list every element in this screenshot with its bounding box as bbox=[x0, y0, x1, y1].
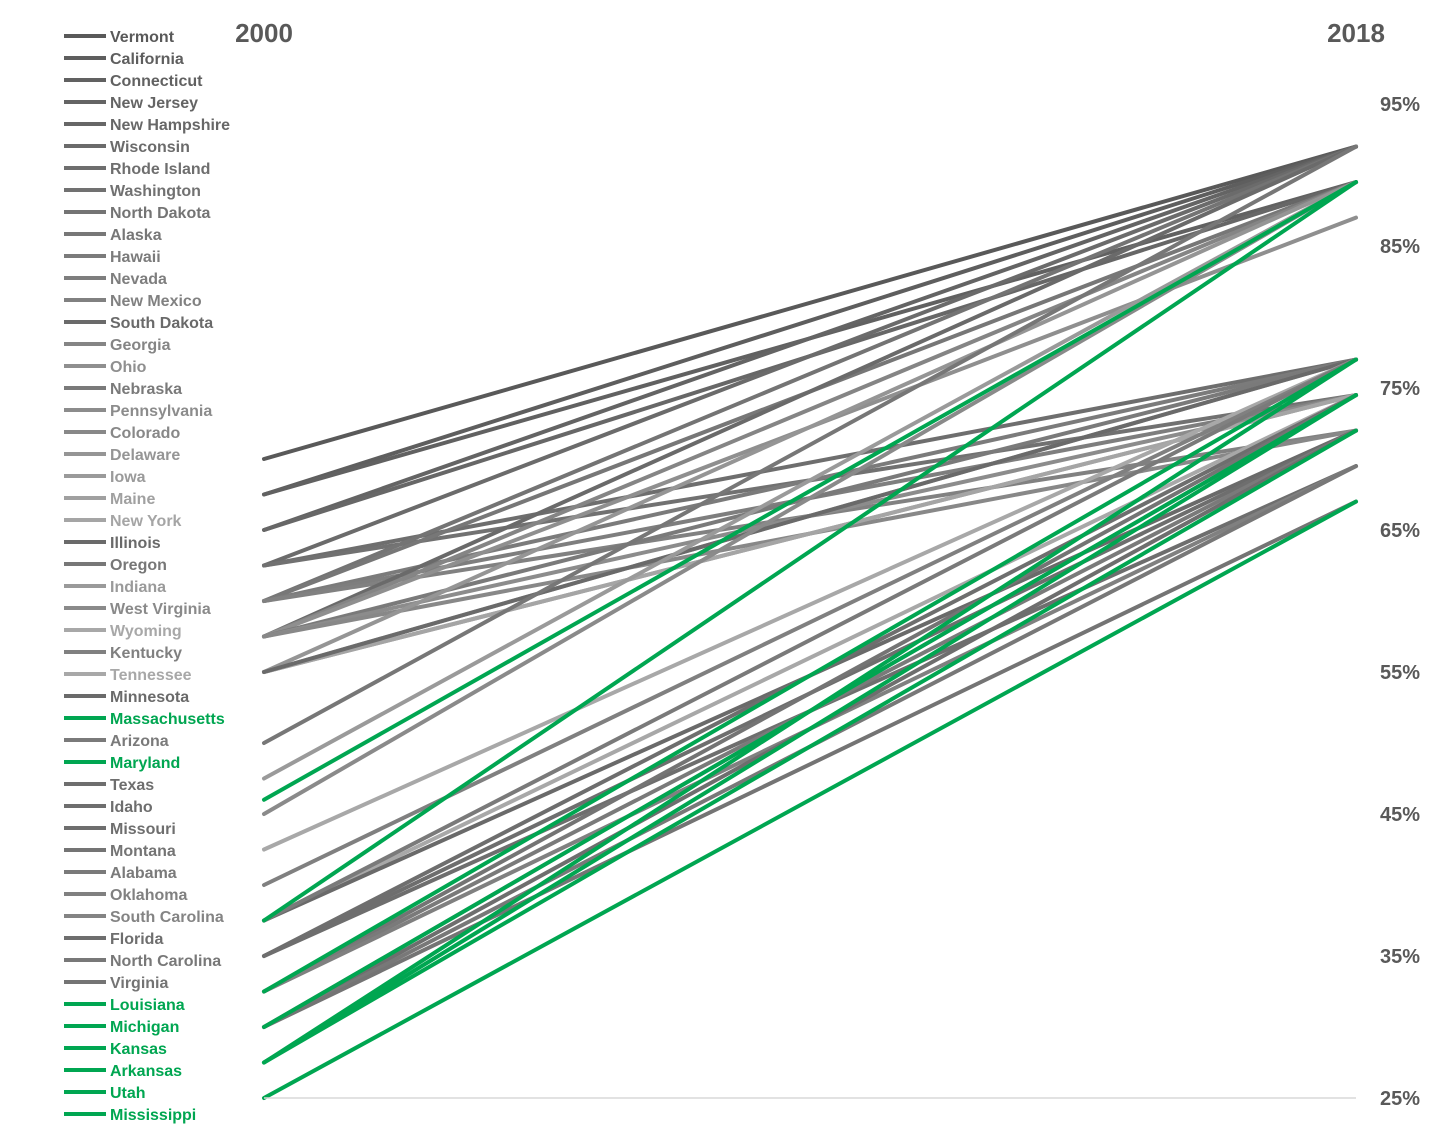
series-line-georgia bbox=[262, 180, 1358, 639]
legend-entry-label: New Jersey bbox=[110, 95, 198, 112]
series-line-kentucky bbox=[262, 357, 1358, 887]
legend-entry-label: Kansas bbox=[110, 1041, 167, 1058]
series-line-arizona bbox=[262, 357, 1358, 923]
legend-entry-label: Hawaii bbox=[110, 249, 161, 266]
legend-entry-label: Iowa bbox=[110, 469, 146, 486]
series-line-virginia bbox=[262, 499, 1358, 1029]
legend-entry-label: Colorado bbox=[110, 425, 180, 442]
y-tick-label: 45% bbox=[1380, 804, 1420, 826]
legend-entry-label: Georgia bbox=[110, 337, 171, 354]
series-line-vermont bbox=[262, 144, 1358, 461]
series-lines bbox=[262, 144, 1358, 1100]
y-axis-ticks: 25% 35% 45% 55% 65% 75% 85% 95% bbox=[1380, 94, 1420, 1110]
legend-entry-label: Oklahoma bbox=[110, 887, 187, 904]
legend-entry-label: Virginia bbox=[110, 975, 168, 992]
legend-entry-label: Arkansas bbox=[110, 1063, 182, 1080]
legend-entry-label: Nebraska bbox=[110, 381, 182, 398]
series-line-new-jersey bbox=[262, 144, 1358, 532]
legend-entry-label: Utah bbox=[110, 1085, 146, 1102]
legend-entry-label: Alaska bbox=[110, 227, 162, 244]
legend-entry-label: Idaho bbox=[110, 799, 153, 816]
x-tick-label-start: 2000 bbox=[235, 18, 293, 48]
series-line-mississippi bbox=[262, 499, 1358, 1100]
legend-entry-label: Maine bbox=[110, 491, 155, 508]
series-line-wyoming bbox=[262, 357, 1358, 852]
legend-entry-label: Minnesota bbox=[110, 689, 189, 706]
series-line-indiana bbox=[262, 180, 1358, 781]
series-line-south-dakota bbox=[262, 144, 1358, 639]
series-line-montana bbox=[262, 393, 1358, 994]
legend-entry-label: New Mexico bbox=[110, 293, 202, 310]
legend-entry-label: Florida bbox=[110, 931, 163, 948]
legend-entry-label: North Carolina bbox=[110, 953, 221, 970]
legend-entry-label: Pennsylvania bbox=[110, 403, 212, 420]
legend-entry-label: Connecticut bbox=[110, 73, 203, 90]
legend-entry-label: Tennessee bbox=[110, 667, 192, 684]
legend-entry-label: Missouri bbox=[110, 821, 176, 838]
series-line-kansas bbox=[262, 357, 1358, 1065]
series-line-wisconsin bbox=[262, 144, 1358, 568]
legend-entry-label: Arizona bbox=[110, 733, 169, 750]
series-line-west-virginia bbox=[262, 180, 1358, 816]
y-tick-label: 35% bbox=[1380, 946, 1420, 968]
legend-entry-label: Nevada bbox=[110, 271, 167, 288]
legend-entry-label: Maryland bbox=[110, 755, 180, 772]
legend-entry-label: North Dakota bbox=[110, 205, 211, 222]
legend-entry-label: Indiana bbox=[110, 579, 166, 596]
legend-entry-label: South Dakota bbox=[110, 315, 213, 332]
legend-entry-label: West Virginia bbox=[110, 601, 211, 618]
legend-entry-label: Mississippi bbox=[110, 1107, 196, 1124]
series-line-maryland bbox=[262, 180, 1358, 923]
legend-entry-label: Illinois bbox=[110, 535, 161, 552]
legend-entry-label: Ohio bbox=[110, 359, 147, 376]
legend-entry-label: New York bbox=[110, 513, 182, 530]
x-tick-label-end: 2018 bbox=[1327, 18, 1385, 48]
legend-entry-label: Oregon bbox=[110, 557, 167, 574]
legend-entry-label: Alabama bbox=[110, 865, 177, 882]
legend-entry-label: Washington bbox=[110, 183, 201, 200]
series-line-delaware bbox=[262, 180, 1358, 674]
series-line-oregon bbox=[262, 144, 1358, 745]
y-tick-label: 65% bbox=[1380, 520, 1420, 542]
legend-entry-label: South Carolina bbox=[110, 909, 224, 926]
legend-entry-label: California bbox=[110, 51, 184, 68]
legend-entry-label: Michigan bbox=[110, 1019, 179, 1036]
series-line-north-dakota bbox=[262, 144, 1358, 603]
series-line-massachusetts bbox=[262, 180, 1358, 802]
series-line-louisiana bbox=[262, 357, 1358, 994]
legend-entry-label: Texas bbox=[110, 777, 154, 794]
legend-entry-label: New Hampshire bbox=[110, 117, 230, 134]
series-line-tennessee bbox=[262, 393, 1358, 923]
legend-entry-label: Rhode Island bbox=[110, 161, 210, 178]
legend-entry-label: Kentucky bbox=[110, 645, 182, 662]
legend-entry-label: Delaware bbox=[110, 447, 180, 464]
series-line-arkansas bbox=[262, 393, 1358, 1065]
legend-entry-label: Vermont bbox=[110, 29, 175, 46]
series-line-utah bbox=[262, 428, 1358, 1065]
y-tick-label: 75% bbox=[1380, 378, 1420, 400]
legend: Vermont California Connecticut New Jersey Ne… bbox=[64, 29, 230, 1124]
legend-entry-label: Massachusetts bbox=[110, 711, 225, 728]
y-tick-label: 55% bbox=[1380, 662, 1420, 684]
legend-entry-label: Louisiana bbox=[110, 997, 185, 1014]
series-line-illinois bbox=[262, 357, 1358, 674]
legend-entry-label: Wisconsin bbox=[110, 139, 190, 156]
legend-entry-label: Wyoming bbox=[110, 623, 182, 640]
y-tick-label: 85% bbox=[1380, 236, 1420, 258]
legend-entry-label: Montana bbox=[110, 843, 176, 860]
y-tick-label: 25% bbox=[1380, 1088, 1420, 1110]
series-line-california bbox=[262, 144, 1358, 497]
y-tick-label: 95% bbox=[1380, 94, 1420, 116]
